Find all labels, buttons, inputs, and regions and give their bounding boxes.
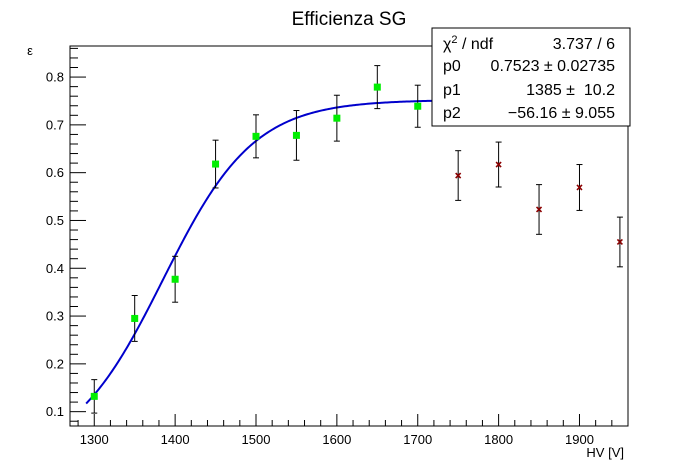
fit-stats-box: χ2 / ndf 3.737 / 6 p0 0.7523 ± 0.02735 p… [431, 27, 631, 127]
plot-frame [69, 45, 629, 427]
stats-chi2-label: χ2 / ndf [443, 34, 494, 53]
data-point [373, 65, 381, 110]
data-points-layer [90, 65, 623, 414]
stats-p2-value: −56.16 ± 9.055 [508, 105, 615, 122]
data-point [252, 114, 260, 159]
stats-p0-label: p0 [443, 58, 461, 75]
x-tick-label: 1500 [242, 432, 271, 447]
cross-marker [495, 161, 502, 168]
square-marker [171, 275, 179, 283]
data-point [171, 255, 179, 303]
data-point [455, 150, 462, 201]
cross-marker [616, 238, 623, 246]
cross-marker [576, 184, 583, 191]
data-point [131, 295, 139, 342]
y-tick-label: 0.3 [46, 309, 64, 324]
x-axis: 1300 1400 1500 1600 1700 1800 1900 [77, 414, 629, 447]
square-marker [333, 114, 341, 122]
data-point [414, 84, 422, 128]
x-tick-label: 1600 [322, 432, 351, 447]
y-tick-label: 0.8 [46, 70, 64, 85]
data-point [90, 379, 98, 414]
square-marker [252, 132, 260, 140]
stats-box-frame [431, 27, 631, 127]
stats-p0-value: 0.7523 ± 0.02735 [491, 58, 616, 75]
data-point [495, 141, 502, 188]
fit-curve [85, 99, 459, 405]
data-point [292, 110, 300, 161]
cross-marker [535, 206, 543, 213]
cross-marker [455, 172, 462, 179]
y-tick-label: 0.2 [46, 356, 64, 371]
y-tick-label: 0.1 [46, 404, 64, 419]
square-marker [414, 102, 422, 110]
stats-p2-label: p2 [443, 105, 461, 122]
x-tick-label: 1300 [80, 432, 109, 447]
y-axis: 0.1 0.2 0.3 0.4 0.5 0.6 0.7 0.8 [46, 47, 86, 422]
data-point [535, 184, 543, 235]
data-point [333, 94, 341, 142]
square-marker [90, 392, 98, 400]
square-marker [292, 131, 300, 139]
stats-p1-value: 1385 ± 10.2 [526, 82, 615, 99]
data-point [616, 216, 623, 268]
data-point [212, 139, 220, 189]
square-marker [212, 160, 220, 168]
x-tick-label: 1400 [161, 432, 190, 447]
y-tick-label: 0.7 [46, 117, 64, 132]
fit-curve-layer [85, 99, 459, 405]
stats-p1-label: p1 [443, 82, 461, 99]
x-tick-label: 1800 [484, 432, 513, 447]
stats-chi2-value: 3.737 / 6 [553, 36, 615, 53]
square-marker [131, 314, 139, 322]
chart-title: Efficienza SG [292, 9, 407, 30]
y-tick-label: 0.5 [46, 213, 64, 228]
x-tick-label: 1900 [565, 432, 594, 447]
x-axis-title: HV [V] [586, 445, 624, 460]
square-marker [373, 83, 381, 91]
y-tick-label: 0.6 [46, 165, 64, 180]
y-tick-label: 0.4 [46, 261, 64, 276]
x-tick-label: 1700 [403, 432, 432, 447]
data-point [576, 164, 583, 211]
y-axis-title: ε [27, 43, 33, 58]
